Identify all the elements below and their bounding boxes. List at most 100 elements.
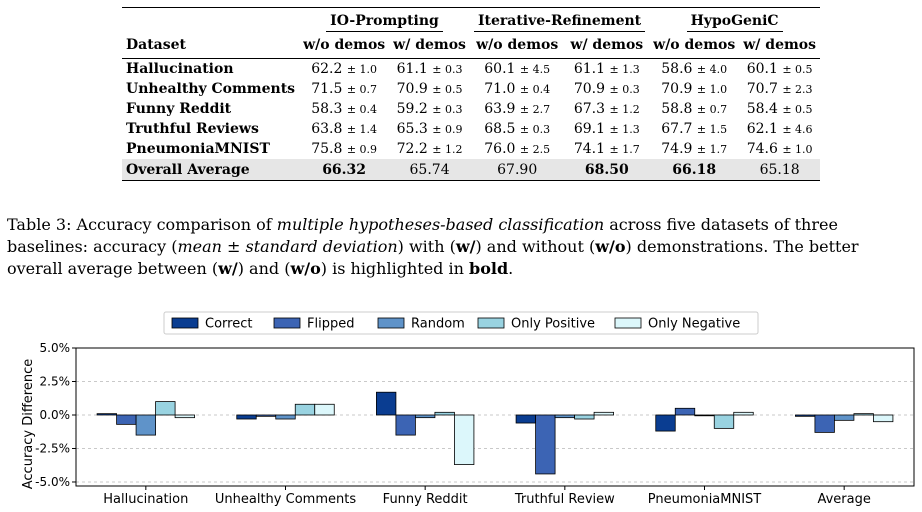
bar-correct bbox=[795, 414, 816, 417]
caption-text: ) with ( bbox=[397, 237, 456, 256]
std-value: ± 1.3 bbox=[609, 123, 640, 136]
mean-value: 70.7 bbox=[746, 81, 778, 97]
legend-label: Correct bbox=[205, 317, 252, 332]
mean-value: 61.1 bbox=[396, 61, 428, 77]
mean-value: 58.4 bbox=[746, 101, 778, 117]
mean-value: 63.8 bbox=[311, 121, 343, 137]
chart-bars bbox=[96, 391, 894, 475]
std-value: ± 0.3 bbox=[432, 103, 463, 116]
mean-value: 74.9 bbox=[661, 141, 693, 157]
std-value: ± 4.5 bbox=[519, 63, 551, 76]
accuracy-cell: 63.8 ± 1.4 bbox=[299, 119, 389, 139]
accuracy-cell: 60.1 ± 0.5 bbox=[739, 59, 820, 80]
caption-bold: w/o bbox=[290, 259, 321, 278]
average-value: 67.90 bbox=[469, 159, 565, 181]
mean-value: 59.2 bbox=[396, 101, 428, 117]
y-tick-label: 0.0% bbox=[40, 408, 71, 422]
y-tick-label: 2.5% bbox=[40, 374, 71, 388]
caption-bold: w/ bbox=[218, 259, 238, 278]
std-value: ± 1.5 bbox=[696, 123, 728, 136]
group-header-hypogenic: HypoGeniC bbox=[649, 7, 821, 32]
plot-frame bbox=[75, 347, 915, 487]
caption-emphasis: standard deviation bbox=[245, 237, 398, 256]
accuracy-cell: 58.3 ± 0.4 bbox=[299, 99, 389, 119]
chart-legend: Correct Flipped Random Only Positive Only Ne… bbox=[163, 311, 759, 335]
chart-gridlines bbox=[76, 347, 914, 483]
accuracy-cell: 71.0 ± 0.4 bbox=[470, 79, 564, 99]
caption-text: ) is highlighted in bbox=[320, 259, 469, 278]
std-value: ± 0.9 bbox=[432, 123, 463, 136]
accuracy-cell: 71.5 ± 0.7 bbox=[299, 79, 389, 99]
accuracy-cell: 60.1 ± 4.5 bbox=[470, 59, 564, 80]
accuracy-difference-chart: Correct Flipped Random Only Positive Only Ne… bbox=[21, 311, 915, 507]
bar-random bbox=[135, 414, 156, 436]
y-axis-label: Accuracy Difference bbox=[21, 359, 36, 490]
average-value: 68.50 bbox=[564, 159, 650, 181]
bar-correct bbox=[515, 414, 536, 424]
accuracy-cell: 63.9 ± 2.7 bbox=[470, 99, 564, 119]
mean-value: 65.3 bbox=[396, 121, 428, 137]
mean-value: 58.6 bbox=[661, 61, 693, 77]
accuracy-cell: 69.1 ± 1.3 bbox=[564, 119, 649, 139]
x-tick-label: Average bbox=[817, 492, 870, 507]
table-row: Unhealthy Comments 71.5 ± 0.7 70.9 ± 0.5 71… bbox=[122, 79, 820, 99]
x-tick-label: Funny Reddit bbox=[383, 492, 468, 507]
dataset-name: PneumoniaMNIST bbox=[126, 141, 270, 157]
accuracy-cell: 59.2 ± 0.3 bbox=[389, 99, 470, 119]
caption-text: ) demonstrations. The better overall ave… bbox=[7, 237, 859, 278]
bar-only-negative bbox=[454, 414, 475, 465]
bar-only-positive bbox=[853, 413, 874, 416]
accuracy-cell: 70.7 ± 2.3 bbox=[739, 79, 820, 99]
bar-random bbox=[694, 414, 715, 417]
bar-correct bbox=[655, 414, 676, 432]
bar-only-positive bbox=[434, 411, 455, 416]
bar-only-positive bbox=[155, 401, 176, 416]
caption-emphasis: multiple hypotheses-based classification bbox=[276, 215, 605, 234]
dataset-name: Funny Reddit bbox=[126, 101, 232, 117]
legend-swatch bbox=[477, 317, 505, 329]
caption-bold: bold bbox=[469, 259, 509, 278]
accuracy-cell: 76.0 ± 2.5 bbox=[470, 139, 564, 159]
mean-value: 75.8 bbox=[311, 141, 343, 157]
bar-correct bbox=[96, 413, 117, 416]
std-value: ± 0.5 bbox=[432, 83, 463, 96]
table-row: PneumoniaMNIST 75.8 ± 0.9 72.2 ± 1.2 76.0 ±… bbox=[122, 139, 820, 159]
bar-flipped bbox=[674, 407, 696, 416]
legend-swatch bbox=[614, 317, 642, 329]
bar-flipped bbox=[535, 414, 556, 475]
caption-emphasis: mean bbox=[177, 237, 222, 256]
std-value: ± 2.5 bbox=[519, 143, 551, 156]
y-tick-label: 5.0% bbox=[40, 341, 71, 355]
subheader: w/ demos bbox=[389, 32, 470, 59]
bar-only-negative bbox=[873, 414, 894, 423]
std-value: ± 0.3 bbox=[609, 83, 640, 96]
std-value: ± 0.5 bbox=[782, 63, 813, 76]
accuracy-cell: 74.9 ± 1.7 bbox=[649, 139, 739, 159]
std-value: ± 0.7 bbox=[346, 83, 378, 96]
accuracy-cell: 70.9 ± 0.3 bbox=[564, 79, 649, 99]
mean-value: 70.9 bbox=[396, 81, 428, 97]
table-corner bbox=[122, 7, 300, 32]
std-value: ± 0.3 bbox=[432, 63, 463, 76]
std-value: ± 1.2 bbox=[609, 103, 640, 116]
bar-only-negative bbox=[174, 414, 195, 419]
caption-text: Table 3: Accuracy comparison of bbox=[7, 215, 277, 234]
mean-value: 63.9 bbox=[484, 101, 516, 117]
dataset-name: Hallucination bbox=[126, 61, 234, 77]
bar-correct bbox=[376, 391, 397, 416]
accuracy-cell: 58.8 ± 0.7 bbox=[649, 99, 739, 119]
accuracy-cell: 70.9 ± 1.0 bbox=[649, 79, 739, 99]
bar-random bbox=[275, 414, 296, 420]
caption-text: . bbox=[508, 259, 514, 278]
bar-correct bbox=[236, 414, 257, 420]
accuracy-cell: 62.1 ± 4.6 bbox=[739, 119, 820, 139]
table-caption: Table 3: Accuracy comparison of multiple… bbox=[7, 214, 919, 280]
mean-value: 67.7 bbox=[661, 121, 693, 137]
bar-only-positive bbox=[574, 414, 595, 420]
overall-average-label: Overall Average bbox=[122, 159, 300, 181]
std-value: ± 2.7 bbox=[519, 103, 551, 116]
accuracy-cell: 65.3 ± 0.9 bbox=[389, 119, 470, 139]
table-body: Hallucination 62.2 ± 1.0 61.1 ± 0.3 60.1 ± … bbox=[122, 59, 820, 160]
legend-box bbox=[163, 311, 759, 335]
std-value: ± 0.4 bbox=[519, 83, 551, 96]
